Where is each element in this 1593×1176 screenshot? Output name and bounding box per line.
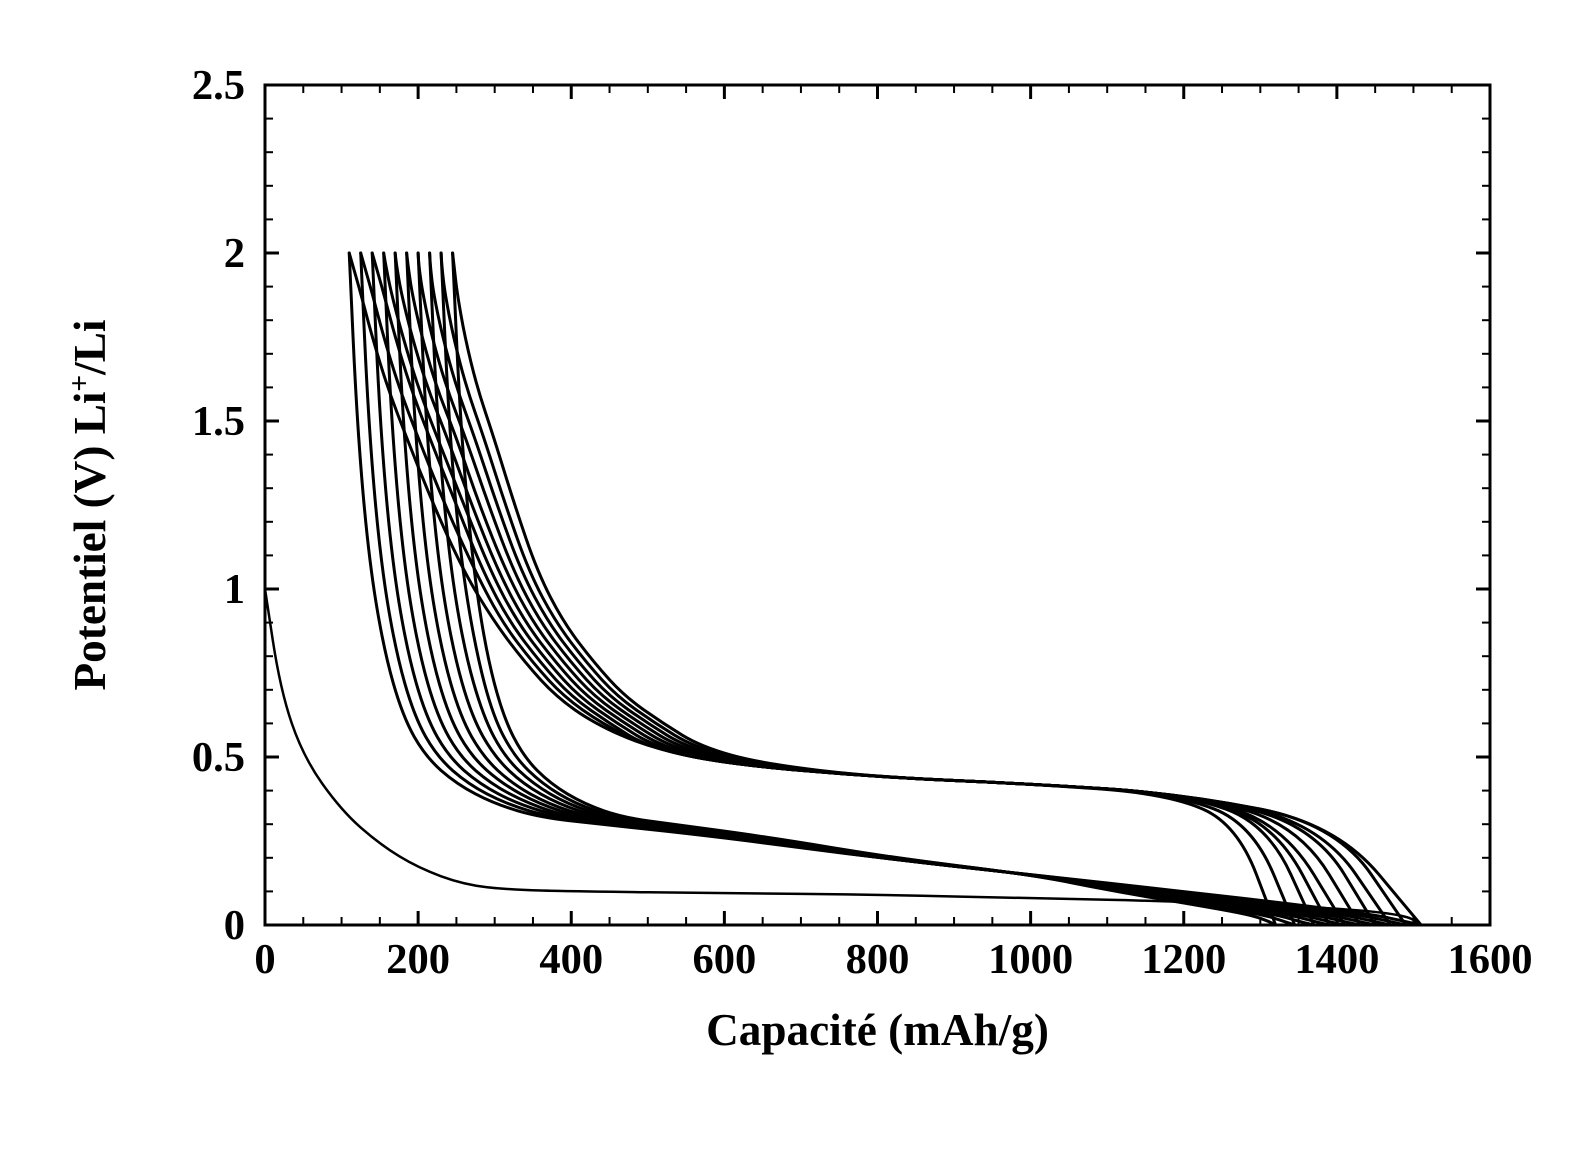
chart-container: 0 200 400 600 800 1000 1200 1400 1600 0 0.5 1 1.5 2 2.… <box>0 0 1593 1176</box>
svg-text:400: 400 <box>539 936 603 983</box>
voltage-capacity-chart: 0 200 400 600 800 1000 1200 1400 1600 0 0.5 1 1.5 2 2.… <box>0 0 1593 1176</box>
svg-text:0: 0 <box>254 936 275 983</box>
svg-text:800: 800 <box>846 936 910 983</box>
svg-text:2: 2 <box>224 230 245 277</box>
svg-text:200: 200 <box>386 936 450 983</box>
svg-text:2.5: 2.5 <box>192 62 245 109</box>
svg-text:0.5: 0.5 <box>192 734 245 781</box>
svg-text:Potentiel (V) Li+/Li: Potentiel (V) Li+/Li <box>64 320 115 691</box>
svg-text:1: 1 <box>224 566 245 613</box>
svg-text:1000: 1000 <box>988 936 1073 983</box>
svg-text:Capacité (mAh/g): Capacité (mAh/g) <box>706 1005 1049 1055</box>
svg-text:1200: 1200 <box>1141 936 1226 983</box>
svg-text:1.5: 1.5 <box>192 398 245 445</box>
svg-text:0: 0 <box>224 902 245 949</box>
svg-text:1600: 1600 <box>1447 936 1532 983</box>
svg-text:600: 600 <box>692 936 756 983</box>
svg-text:1400: 1400 <box>1294 936 1379 983</box>
